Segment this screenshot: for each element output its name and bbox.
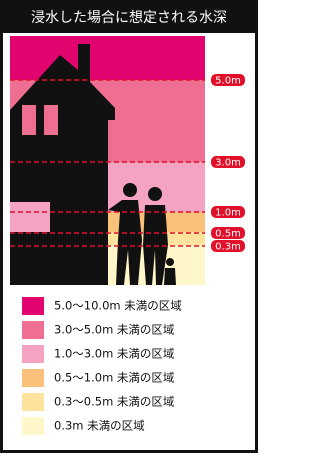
- person: [164, 268, 176, 285]
- title: 浸水した場合に想定される水深: [31, 10, 227, 26]
- window: [10, 202, 50, 232]
- depth-label: 1.0m: [215, 208, 241, 219]
- depth-band: [10, 36, 205, 80]
- legend-swatch: [22, 321, 44, 339]
- person-head: [123, 183, 137, 197]
- legend-swatch: [22, 393, 44, 411]
- flood-depth-infographic: 浸水した場合に想定される水深 5.0m 3.0m 1.0m 0.5m 0.3m 5.0～…: [0, 0, 258, 453]
- legend-label: 0.5～1.0m 未満の区域: [54, 371, 175, 385]
- legend-label: 1.0～3.0m 未満の区域: [54, 347, 175, 361]
- legend-swatch: [22, 417, 44, 435]
- person-head: [148, 187, 162, 201]
- legend-label: 0.3～0.5m 未満の区域: [54, 395, 175, 409]
- depth-label: 3.0m: [215, 158, 241, 169]
- legend-swatch: [22, 297, 44, 315]
- legend-swatch: [22, 345, 44, 363]
- legend-label: 5.0～10.0m 未満の区域: [54, 299, 182, 313]
- window: [22, 105, 36, 135]
- person-head: [166, 258, 174, 266]
- legend-label: 0.3m 未満の区域: [54, 419, 145, 433]
- legend-label: 3.0～5.0m 未満の区域: [54, 323, 175, 337]
- legend-swatch: [22, 369, 44, 387]
- depth-label: 0.5m: [215, 229, 241, 240]
- depth-label: 0.3m: [215, 242, 241, 253]
- depth-label: 5.0m: [215, 76, 241, 87]
- window: [44, 105, 58, 135]
